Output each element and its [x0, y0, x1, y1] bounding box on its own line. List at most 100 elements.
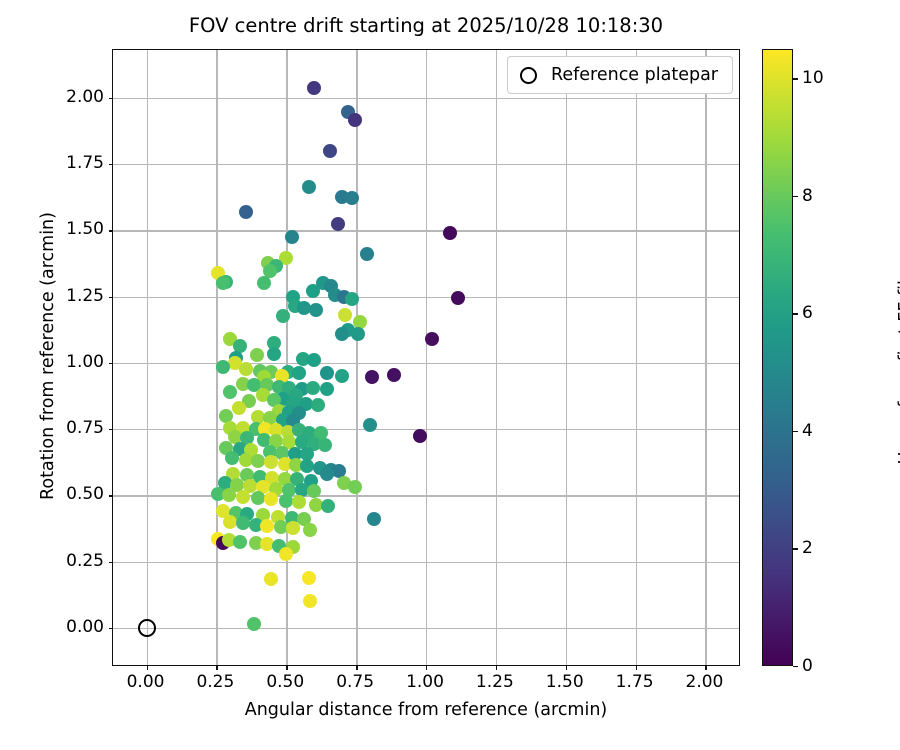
scatter-point — [221, 533, 236, 548]
scatter-point — [263, 571, 278, 586]
scatter-point — [336, 476, 351, 491]
scatter-point — [277, 472, 292, 487]
scatter-point — [451, 291, 466, 306]
colorbar-tick — [793, 548, 798, 550]
scatter-point — [303, 522, 318, 537]
scatter-point — [266, 392, 281, 407]
y-gridline — [113, 163, 739, 166]
y-axis-tick — [108, 296, 113, 298]
x-axis-tick-label: 2.00 — [685, 672, 724, 692]
scatter-point — [240, 431, 255, 446]
colorbar-tick — [793, 430, 798, 433]
scatter-point — [332, 464, 347, 479]
scatter-point — [305, 284, 320, 299]
colorbar-gradient — [762, 49, 793, 666]
scatter-point — [227, 355, 242, 370]
scatter-point — [284, 510, 299, 525]
scatter-point — [252, 469, 267, 484]
y-axis-tick-label: 1.00 — [66, 351, 104, 372]
scatter-point — [262, 411, 277, 426]
scatter-point — [262, 264, 277, 279]
x-axis-tick-label: 1.75 — [615, 672, 654, 692]
reference-platepar-marker — [137, 618, 156, 637]
scatter-point — [442, 225, 457, 240]
reference-platepar-legend-marker-icon — [519, 66, 537, 84]
scatter-point — [238, 452, 253, 467]
scatter-point — [269, 434, 284, 448]
scatter-point — [344, 292, 359, 307]
scatter-point — [235, 489, 250, 504]
y-axis-tick-label: 0.50 — [66, 484, 104, 505]
colorbar: 0 2 4 6 8 10 — [762, 49, 824, 676]
scatter-point — [231, 400, 246, 415]
x-axis-tick-label: 0.25 — [196, 672, 235, 692]
scatter-point — [227, 430, 242, 445]
scatter-point — [347, 480, 362, 495]
scatter-point — [337, 308, 352, 323]
x-axis-tick — [146, 665, 148, 670]
x-axis-tick-label: 1.25 — [475, 672, 514, 692]
scatter-point — [287, 447, 302, 462]
x-axis-tick — [705, 665, 707, 670]
scatter-point — [270, 509, 285, 524]
scatter-point — [248, 517, 263, 532]
colorbar-label: Hours from first FF file — [896, 269, 900, 465]
scatter-point — [258, 422, 273, 437]
x-gridline — [495, 50, 498, 665]
scatter-point — [308, 302, 323, 317]
x-axis-tick-label: 0.75 — [336, 672, 375, 692]
scatter-point — [297, 301, 312, 316]
scatter-point — [308, 497, 323, 512]
scatter-point — [289, 457, 304, 472]
x-axis-label: Angular distance from reference (arcmin) — [244, 700, 608, 720]
x-axis-tick — [286, 665, 288, 670]
y-axis-tick-label: 0.25 — [66, 550, 104, 571]
x-axis-tick — [426, 665, 428, 670]
scatter-point — [386, 367, 401, 382]
x-axis-tick-label: 1.00 — [406, 672, 444, 692]
colorbar-tick-label: 10 — [802, 68, 824, 89]
x-axis-tick — [565, 665, 568, 670]
scatter-point — [353, 314, 368, 329]
scatter-point — [296, 351, 311, 366]
y-axis-tick-labels: 0.00 0.25 0.50 0.75 1.00 1.25 1.50 1.75 2.00 — [0, 0, 104, 750]
scatter-point — [275, 445, 290, 460]
x-axis-tick-label: 0.50 — [266, 672, 305, 692]
colorbar-tick-label: 4 — [802, 420, 813, 441]
scatter-point — [235, 516, 250, 531]
scatter-point — [235, 377, 250, 391]
scatter-point — [364, 370, 379, 385]
y-axis-tick-label: 1.75 — [66, 152, 104, 173]
scatter-point — [223, 514, 238, 529]
scatter-point — [230, 477, 245, 492]
scatter-point — [266, 346, 281, 361]
scatter-point — [238, 204, 253, 219]
scatter-point — [303, 594, 318, 609]
scatter-point — [286, 521, 301, 536]
scatter-point — [251, 490, 266, 505]
scatter-point — [224, 451, 239, 466]
scatter-point — [251, 410, 266, 425]
scatter-point — [259, 518, 274, 533]
colorbar-tick-label: 2 — [802, 538, 813, 559]
x-gridline — [286, 50, 288, 665]
colorbar-tick-label: 8 — [802, 185, 813, 206]
scatter-point — [363, 418, 378, 433]
scatter-point — [294, 435, 309, 450]
scatter-point — [314, 426, 329, 441]
scatter-point — [256, 432, 271, 447]
scatter-point — [307, 353, 322, 368]
legend[interactable]: Reference platepar — [506, 56, 733, 94]
x-gridline — [426, 50, 428, 665]
scatter-point — [294, 483, 309, 498]
x-axis-tick — [356, 665, 358, 670]
scatter-point — [216, 359, 231, 374]
scatter-point — [319, 366, 334, 381]
scatter-point — [307, 484, 322, 499]
scatter-point — [279, 546, 294, 561]
scatter-point — [335, 326, 350, 341]
x-axis-tick-label: 0.00 — [126, 672, 165, 692]
scatter-point — [233, 338, 248, 353]
y-gridline — [113, 627, 739, 630]
